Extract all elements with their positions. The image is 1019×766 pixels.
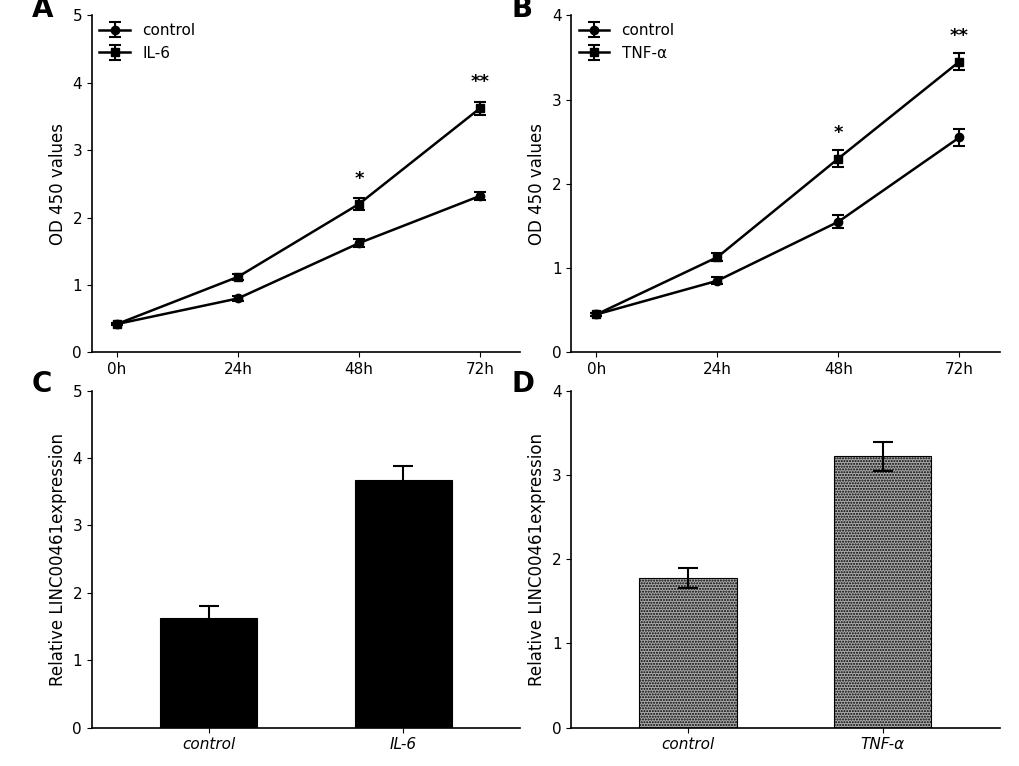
Text: *: * xyxy=(833,124,843,142)
Y-axis label: OD 450 values: OD 450 values xyxy=(49,123,66,245)
Bar xyxy=(639,578,736,728)
Text: D: D xyxy=(511,371,534,398)
Text: *: * xyxy=(354,170,364,188)
Legend: control, IL-6: control, IL-6 xyxy=(99,23,196,61)
Text: **: ** xyxy=(949,27,968,44)
Bar xyxy=(160,618,257,728)
Text: B: B xyxy=(511,0,532,23)
Text: A: A xyxy=(32,0,53,23)
Y-axis label: Relative LINC00461expression: Relative LINC00461expression xyxy=(49,433,66,686)
Legend: control, TNF-α: control, TNF-α xyxy=(578,23,675,61)
Text: **: ** xyxy=(470,74,489,91)
Y-axis label: Relative LINC00461expression: Relative LINC00461expression xyxy=(528,433,545,686)
Bar xyxy=(355,480,451,728)
Bar xyxy=(834,457,930,728)
Y-axis label: OD 450 values: OD 450 values xyxy=(528,123,545,245)
Text: C: C xyxy=(32,371,52,398)
